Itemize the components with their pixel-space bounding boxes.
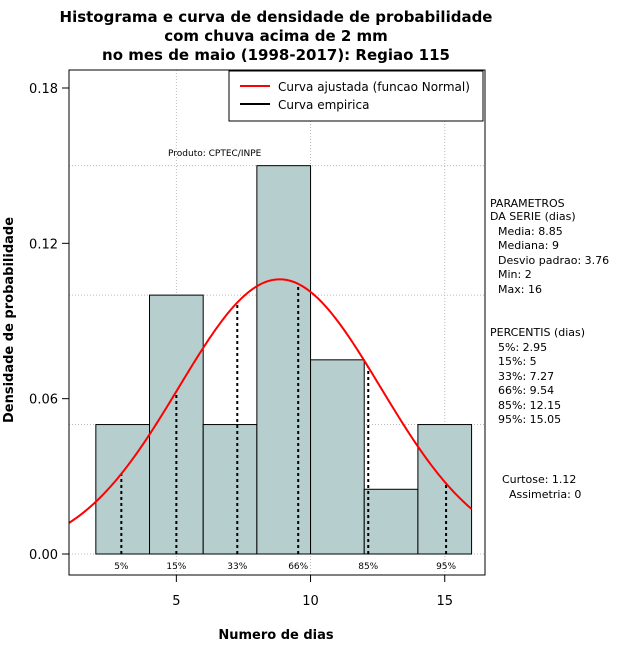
histogram-bar bbox=[310, 359, 365, 555]
param-media: Media: 8.85 bbox=[498, 225, 563, 238]
legend-box bbox=[228, 70, 484, 122]
percentile-label: 66% bbox=[288, 562, 308, 572]
x-tick-label: 15 bbox=[436, 594, 453, 609]
legend: Curva ajustada (funcao Normal) Curva emp… bbox=[228, 70, 484, 122]
percentil-95: 95%: 15.05 bbox=[498, 413, 561, 426]
plot-frame bbox=[68, 69, 486, 576]
y-tick-label: 0.06 bbox=[29, 393, 58, 408]
histogram-bars bbox=[95, 165, 473, 555]
percentil-85: 85%: 12.15 bbox=[498, 399, 561, 412]
kurtosis: Curtose: 1.12 bbox=[502, 473, 576, 486]
title-line: no mes de maio (1998-2017): Regiao 115 bbox=[102, 46, 450, 64]
histogram-bar bbox=[363, 488, 419, 555]
percentile-label: 85% bbox=[358, 562, 378, 572]
normal-curve bbox=[68, 278, 473, 524]
percentil-15: 15%: 5 bbox=[498, 355, 537, 368]
parameters-header-2: DA SERIE (dias) bbox=[490, 210, 576, 223]
title-line: Histograma e curva de densidade de proba… bbox=[60, 8, 493, 26]
y-axis: 0.00 0.06 0.12 0.18 bbox=[29, 82, 69, 563]
param-min: Min: 2 bbox=[498, 268, 532, 281]
x-axis: 5 10 15 bbox=[172, 575, 453, 609]
title-line: com chuva acima de 2 mm bbox=[164, 27, 388, 45]
x-tick-label: 5 bbox=[172, 594, 180, 609]
x-axis-label: Numero de dias bbox=[218, 628, 334, 643]
param-desvio: Desvio padrao: 3.76 bbox=[498, 254, 609, 267]
legend-label-empirical: Curva empirica bbox=[278, 98, 369, 112]
percentil-5: 5%: 2.95 bbox=[498, 341, 547, 354]
percentile-label: 33% bbox=[227, 562, 247, 572]
y-tick-label: 0.00 bbox=[29, 548, 58, 563]
param-mediana: Mediana: 9 bbox=[498, 239, 559, 252]
percentile-label: 5% bbox=[114, 562, 129, 572]
histogram-bar bbox=[202, 424, 258, 555]
skewness: Assimetria: 0 bbox=[509, 488, 581, 501]
percentile-label: 15% bbox=[166, 562, 186, 572]
percentil-66: 66%: 9.54 bbox=[498, 384, 554, 397]
normal-curve-path bbox=[68, 278, 473, 524]
chart-title: Histograma e curva de densidade de proba… bbox=[60, 8, 493, 64]
y-tick-label: 0.12 bbox=[29, 237, 58, 252]
percentile-lines bbox=[120, 283, 448, 554]
histogram-bar bbox=[417, 424, 473, 555]
stats-panel: PARAMETROS DA SERIE (dias) Media: 8.85 M… bbox=[490, 197, 609, 501]
y-axis-label: Densidade de probabilidade bbox=[2, 217, 17, 423]
histogram-bar bbox=[256, 165, 312, 555]
percentil-33: 33%: 7.27 bbox=[498, 370, 554, 383]
y-tick-label: 0.18 bbox=[29, 82, 58, 97]
parameters-header-1: PARAMETROS bbox=[490, 197, 565, 210]
product-credit: Produto: CPTEC/INPE bbox=[168, 149, 262, 159]
percentile-labels: 5% 15% 33% 66% 85% 95% bbox=[114, 562, 456, 572]
percentis-header: PERCENTIS (dias) bbox=[490, 326, 585, 339]
param-max: Max: 16 bbox=[498, 283, 542, 296]
percentile-label: 95% bbox=[436, 562, 456, 572]
legend-label-fitted: Curva ajustada (funcao Normal) bbox=[278, 80, 470, 94]
x-tick-label: 10 bbox=[302, 594, 319, 609]
histogram-bar bbox=[95, 424, 151, 555]
